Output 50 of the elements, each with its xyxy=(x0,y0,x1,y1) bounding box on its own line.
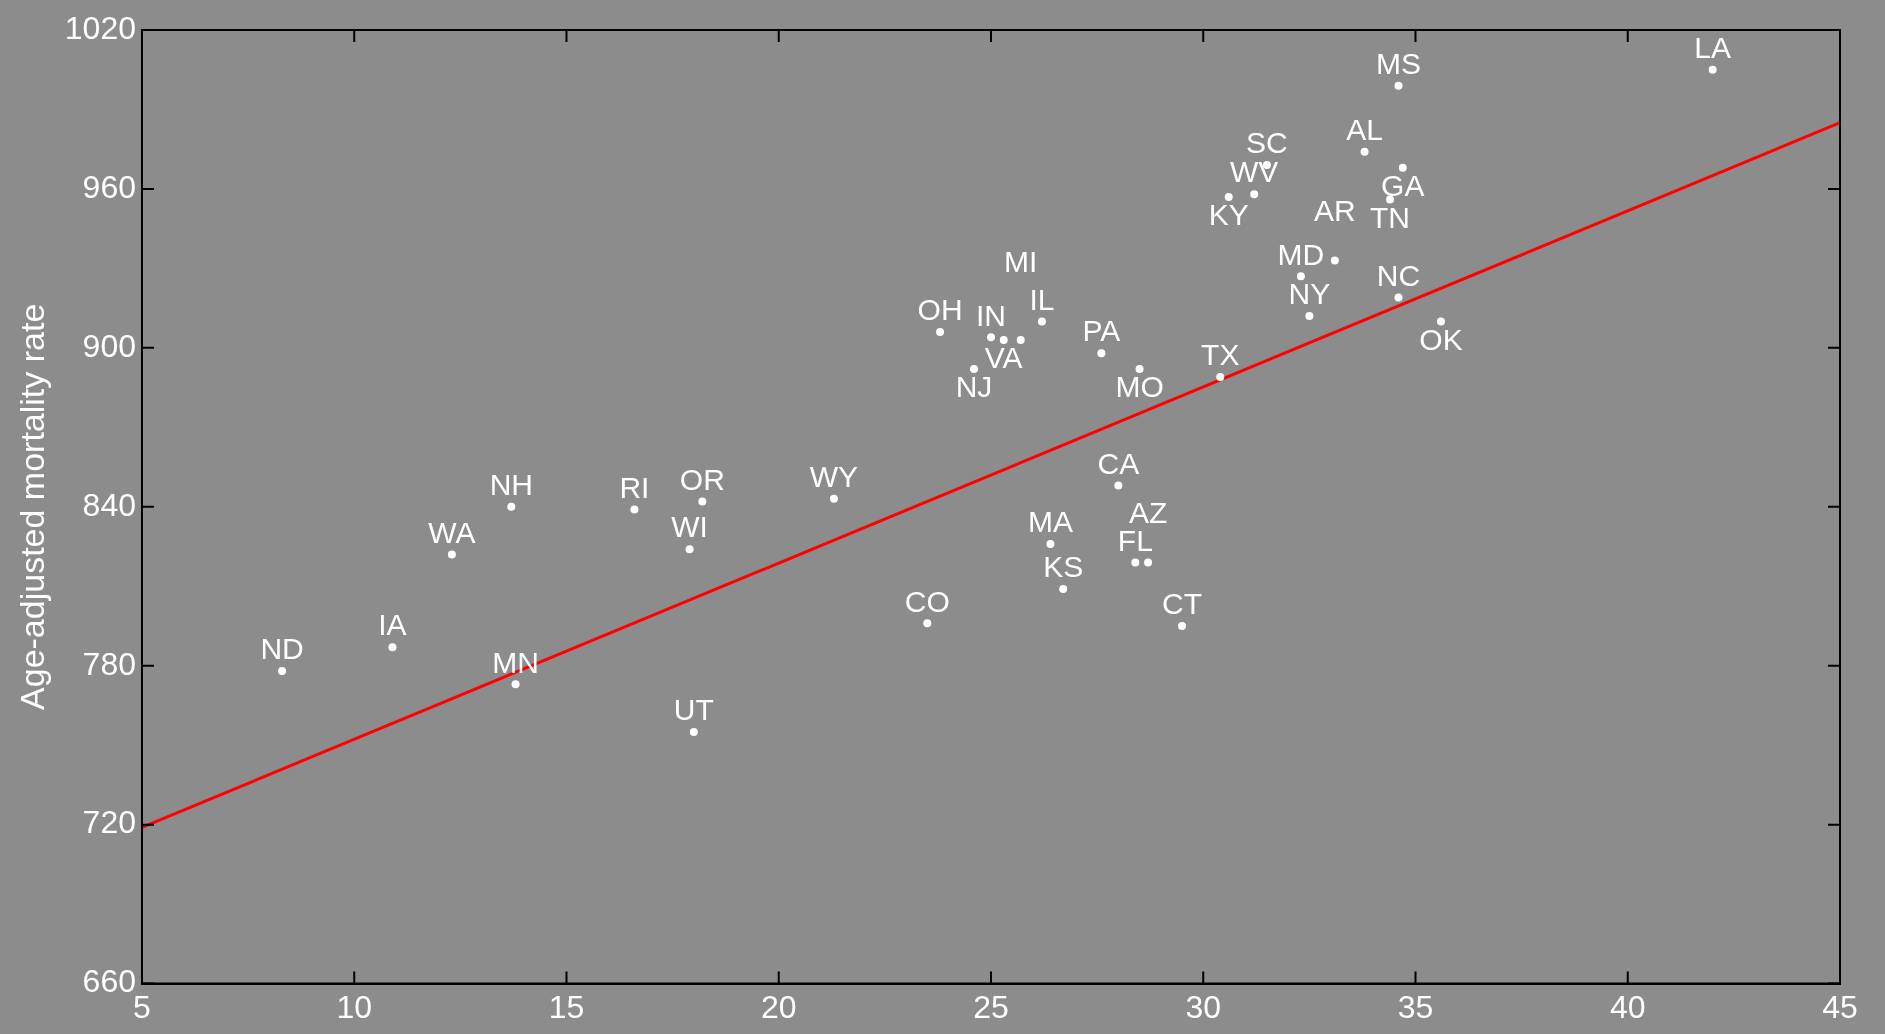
data-label: NH xyxy=(489,468,533,502)
data-label: UT xyxy=(673,693,714,727)
x-tick-label: 30 xyxy=(1185,988,1222,1025)
y-axis-title: Age-adjusted mortality rate xyxy=(12,303,51,710)
data-label: IL xyxy=(1029,282,1055,316)
x-tick-label: 45 xyxy=(1822,988,1858,1025)
data-label: KY xyxy=(1208,198,1249,232)
data-label: IA xyxy=(378,608,407,642)
x-tick-label: 25 xyxy=(973,988,1009,1025)
data-label: RI xyxy=(619,470,650,504)
data-label: CT xyxy=(1162,587,1203,621)
x-tick-label: 5 xyxy=(133,988,151,1025)
data-label: AL xyxy=(1346,113,1383,147)
data-label: MA xyxy=(1027,505,1073,539)
y-tick-label: 1020 xyxy=(64,9,136,46)
data-label: TX xyxy=(1201,338,1240,372)
data-label: GA xyxy=(1381,169,1425,203)
data-label: OK xyxy=(1419,322,1463,356)
y-tick-label: 840 xyxy=(82,486,136,523)
data-label: WI xyxy=(671,510,708,544)
data-label: OH xyxy=(917,293,963,327)
x-tick-label: 35 xyxy=(1397,988,1434,1025)
data-label: WA xyxy=(428,515,476,549)
data-label: MS xyxy=(1376,46,1422,80)
data-label: MD xyxy=(1277,237,1325,271)
data-label: OR xyxy=(679,462,725,496)
x-tick-label: 20 xyxy=(760,988,797,1025)
y-tick-label: 900 xyxy=(82,327,136,364)
data-label: WY xyxy=(809,460,859,494)
data-label: LA xyxy=(1694,31,1731,64)
data-label: PA xyxy=(1082,314,1121,348)
y-tick-label: 960 xyxy=(82,168,136,205)
data-label: AR xyxy=(1314,193,1356,227)
x-tick-label: 10 xyxy=(336,988,373,1025)
x-tick-label: 40 xyxy=(1609,988,1646,1025)
data-label: MI xyxy=(1004,245,1038,279)
data-label: KS xyxy=(1043,550,1084,584)
data-label: NY xyxy=(1288,277,1331,311)
data-label: IN xyxy=(975,298,1006,332)
data-label: NC xyxy=(1376,258,1421,292)
y-tick-label: 720 xyxy=(82,804,136,841)
data-label: CA xyxy=(1097,446,1140,480)
y-tick-label: 660 xyxy=(82,963,136,1000)
data-label: MN xyxy=(492,645,539,679)
data-label: MO xyxy=(1115,370,1164,404)
data-label: TN xyxy=(1370,200,1411,234)
x-tick-label: 15 xyxy=(548,988,585,1025)
y-tick-label: 780 xyxy=(82,645,136,682)
data-label: ND xyxy=(260,632,304,666)
data-label: CO xyxy=(904,584,950,618)
